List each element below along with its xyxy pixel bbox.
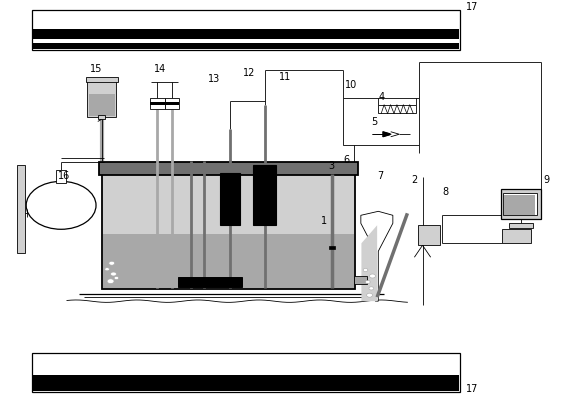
Text: 1: 1 [321, 216, 328, 226]
Text: 5: 5 [371, 117, 378, 127]
FancyBboxPatch shape [33, 39, 459, 43]
Text: 3: 3 [328, 161, 335, 171]
FancyBboxPatch shape [150, 102, 165, 105]
Text: 2: 2 [411, 175, 417, 185]
FancyBboxPatch shape [103, 235, 354, 288]
Text: 6: 6 [343, 156, 350, 165]
FancyBboxPatch shape [502, 229, 531, 243]
Circle shape [369, 287, 374, 290]
Text: 7: 7 [377, 171, 384, 181]
FancyBboxPatch shape [98, 115, 105, 119]
FancyBboxPatch shape [503, 193, 537, 215]
FancyBboxPatch shape [418, 225, 440, 245]
Text: 8: 8 [442, 187, 449, 197]
FancyBboxPatch shape [99, 162, 358, 175]
Circle shape [367, 293, 372, 297]
Text: 11: 11 [279, 71, 292, 81]
FancyBboxPatch shape [165, 97, 179, 109]
FancyBboxPatch shape [33, 372, 459, 375]
Circle shape [365, 280, 370, 284]
Polygon shape [383, 132, 391, 137]
FancyBboxPatch shape [378, 105, 416, 113]
FancyBboxPatch shape [165, 102, 179, 105]
Circle shape [363, 268, 368, 271]
Text: 13: 13 [208, 73, 221, 83]
FancyBboxPatch shape [253, 165, 276, 225]
Polygon shape [361, 211, 393, 301]
Circle shape [107, 279, 114, 284]
FancyBboxPatch shape [504, 194, 535, 215]
FancyBboxPatch shape [86, 77, 118, 81]
Text: 16: 16 [58, 171, 70, 181]
FancyBboxPatch shape [33, 354, 459, 374]
FancyBboxPatch shape [220, 173, 240, 225]
FancyBboxPatch shape [178, 277, 242, 287]
Circle shape [370, 274, 375, 278]
Polygon shape [361, 225, 377, 301]
FancyBboxPatch shape [33, 29, 459, 49]
FancyBboxPatch shape [89, 94, 115, 116]
Text: 17: 17 [466, 2, 478, 12]
Text: 15: 15 [90, 63, 102, 73]
FancyBboxPatch shape [87, 79, 116, 117]
FancyBboxPatch shape [33, 12, 459, 42]
Circle shape [109, 261, 115, 265]
Text: 9: 9 [543, 175, 549, 185]
FancyBboxPatch shape [354, 276, 367, 284]
Circle shape [111, 272, 116, 276]
Polygon shape [391, 132, 399, 137]
Circle shape [114, 276, 119, 279]
FancyBboxPatch shape [150, 97, 165, 109]
FancyBboxPatch shape [509, 223, 533, 229]
Circle shape [105, 267, 109, 271]
Text: 17: 17 [466, 384, 478, 394]
FancyBboxPatch shape [56, 170, 66, 182]
Circle shape [26, 181, 96, 229]
FancyBboxPatch shape [501, 189, 541, 219]
FancyBboxPatch shape [102, 173, 355, 289]
Text: 4: 4 [378, 92, 385, 102]
FancyBboxPatch shape [33, 375, 459, 391]
FancyBboxPatch shape [17, 165, 25, 253]
Text: 10: 10 [345, 80, 357, 90]
FancyBboxPatch shape [329, 246, 335, 249]
Text: 14: 14 [154, 63, 166, 73]
Text: 12: 12 [243, 67, 255, 77]
